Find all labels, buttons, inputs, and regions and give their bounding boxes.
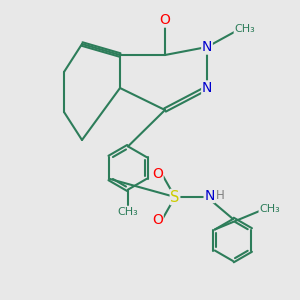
Text: O: O [152,167,163,182]
Text: N: N [204,188,214,203]
Text: CH₃: CH₃ [118,207,138,217]
Text: O: O [160,13,170,27]
Text: N: N [202,40,212,54]
Text: CH₃: CH₃ [234,23,255,34]
Text: S: S [170,190,180,205]
Text: H: H [216,189,225,202]
Text: N: N [202,81,212,95]
Text: CH₃: CH₃ [259,203,280,214]
Text: O: O [152,212,163,226]
